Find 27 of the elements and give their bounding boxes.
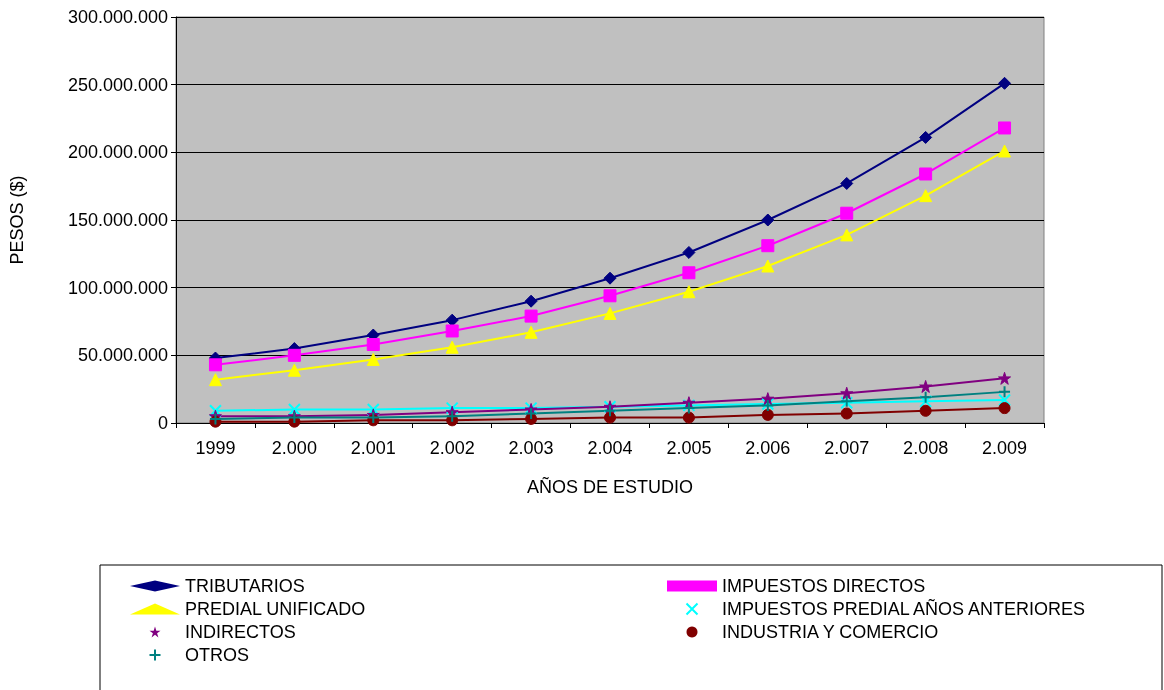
legend-label: IMPUESTOS PREDIAL AÑOS ANTERIORES xyxy=(722,598,1086,619)
legend-label: INDUSTRIA Y COMERCIO xyxy=(722,622,939,642)
x-tick-label: 2.005 xyxy=(666,438,712,458)
legend-label: TRIBUTARIOS xyxy=(185,576,305,596)
y-tick-label: 300.000.000 xyxy=(67,7,168,27)
y-tick-label: 250.000.000 xyxy=(67,74,168,95)
x-tick-label: 2.001 xyxy=(350,438,396,458)
y-axis-title: PESOS ($) xyxy=(7,175,27,265)
legend-label: OTROS xyxy=(185,645,250,665)
y-tick-label: 50.000.000 xyxy=(77,345,168,366)
x-tick-label: 2.008 xyxy=(903,438,949,458)
legend-label: IMPUESTOS DIRECTOS xyxy=(722,576,926,596)
x-tick-label: 2.006 xyxy=(745,438,791,458)
y-tick-label: 200.000.000 xyxy=(67,142,168,163)
x-tick-label: 2.004 xyxy=(587,438,633,458)
x-tick-label: 2.007 xyxy=(824,438,870,458)
x-tick-label: 2.002 xyxy=(429,438,475,458)
y-tick-label: 100.000.000 xyxy=(67,277,168,298)
x-tick-label: 2.000 xyxy=(271,438,317,458)
x-axis-title: AÑOS DE ESTUDIO xyxy=(526,476,694,497)
y-tick-label: 150.000.000 xyxy=(67,210,168,230)
legend-label: PREDIAL UNIFICADO xyxy=(185,599,366,619)
x-tick-label: 1999 xyxy=(195,438,236,458)
y-tick-label: 0 xyxy=(157,413,168,433)
x-tick-label: 2.009 xyxy=(982,438,1028,458)
x-tick-label: 2.003 xyxy=(508,438,554,458)
legend-label: INDIRECTOS xyxy=(185,622,296,642)
